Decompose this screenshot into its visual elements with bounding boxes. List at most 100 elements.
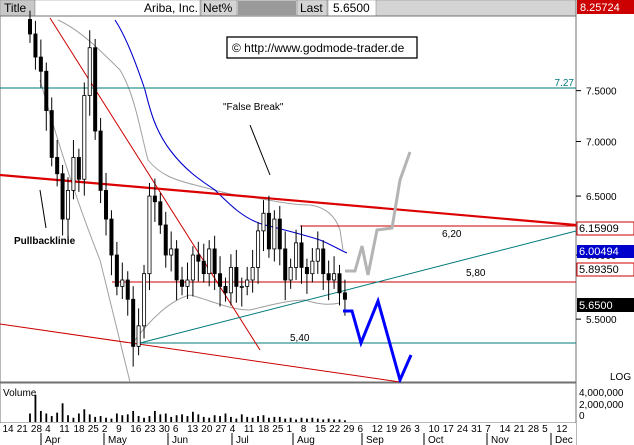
volume-bar [170,416,173,422]
volume-bar [186,416,189,422]
volume-bar [311,417,314,422]
title-field-label: Title [4,1,27,15]
date-tick-label: 4 [45,424,51,435]
date-tick-label: 9 [116,424,122,435]
bearish-projection-path [343,296,413,385]
candle-body [223,285,228,294]
date-tick-label: 14 [3,424,15,435]
candle-body [256,230,261,268]
candle-body [299,242,304,268]
candle-body [201,260,206,275]
month-label: May [108,435,127,445]
volume-bar [284,418,287,422]
watermark-text: © http://www.godmode-trader.de [232,41,405,55]
pullback-label: Pullbacklinie [14,236,76,247]
price-tag-3 [576,262,634,277]
scale-mode-value[interactable] [238,1,296,15]
date-tick-label: 26 [400,424,412,435]
lower-channel-line [0,323,401,383]
candle-body [142,273,147,327]
candle-body [38,56,43,72]
month-label: Oct [428,435,444,445]
volume-bar [94,416,97,422]
candle-body [304,267,309,275]
date-tick-label: 15 [315,424,327,435]
candle-body [190,254,195,281]
volume-label: Volume [3,388,37,399]
candle-body [27,18,32,35]
candle-body [283,248,288,281]
candle-body [342,292,347,300]
price-tag-2 [577,245,634,258]
volume-bar [56,412,59,422]
candle-body [310,260,315,275]
volume-bar [197,414,200,422]
date-tick-label: 25 [272,424,284,435]
candle-body [180,279,185,287]
candle-body [234,267,239,287]
date-tick-label: 30 [159,424,171,435]
price-tick-label: 5.5000 [586,315,617,326]
volume-bar [83,409,86,422]
volume-bar [344,420,346,422]
volume-bar [105,417,107,422]
projections [343,151,413,385]
volume-bar [72,417,75,422]
month-label: Apr [45,435,61,445]
volume-bar [333,419,335,422]
volume-bar [230,416,232,422]
volume-bar [99,416,102,422]
price-tag-2-text: 6.00494 [579,246,619,258]
volume-bar [110,418,113,422]
false-break-pointer [249,124,271,176]
volume-bar [88,414,91,422]
last-price-tag-text: 5.6500 [579,300,613,312]
date-tick-label: 16 [130,424,142,435]
candle-body [212,248,217,275]
header-bar: Title Ariba, Inc. Net% Last 5.6500 [0,0,577,17]
date-tick-label: 3 [414,424,420,435]
bollinger-upper-band [57,19,344,251]
date-tick-label: 12 [556,424,568,435]
bullish-projection-path [345,151,412,276]
date-tick-label: 29 [343,424,355,435]
candle-body [93,47,98,132]
candle-body [66,190,71,220]
candle-body [239,285,244,288]
volume-bar [300,417,303,422]
volume-bar [181,414,183,422]
price-tick-label: 6.5000 [586,192,617,203]
candle-body [288,267,293,281]
resistance-trendline [0,173,577,227]
date-tick-label: 11 [244,424,255,435]
watermark-box: © http://www.godmode-trader.de [226,36,418,59]
price-tick-label: 7.5000 [586,87,617,98]
candle-body [196,254,201,262]
volume-bars [29,394,346,422]
pullback-pointer [39,189,47,229]
month-label: Jul [236,435,249,445]
volume-bar [327,418,330,422]
volume-bar [295,419,297,422]
volume-bar [208,417,211,422]
candle-body [147,195,152,275]
volume-bar [34,394,37,422]
candle-body [174,248,179,281]
candle-body [114,254,119,287]
date-tick-label: 28 [528,424,540,435]
volume-tick-mid: 2,000,000 [579,400,624,411]
date-axis-panel [0,423,576,445]
candle-body [44,70,49,111]
date-tick-label: 7 [485,424,491,435]
volume-bar [77,413,80,422]
candle-body [207,248,212,275]
price-tags: 8.25724 6.15909 6.00494 5.89350 5.6500 L… [576,0,634,383]
candle-body [71,157,76,191]
month-label: Sep [366,435,384,445]
candle-body [337,273,342,294]
log-scale-label[interactable]: LOG [610,372,631,383]
candle-body [33,33,38,58]
date-tick-label: 20 [201,424,213,435]
